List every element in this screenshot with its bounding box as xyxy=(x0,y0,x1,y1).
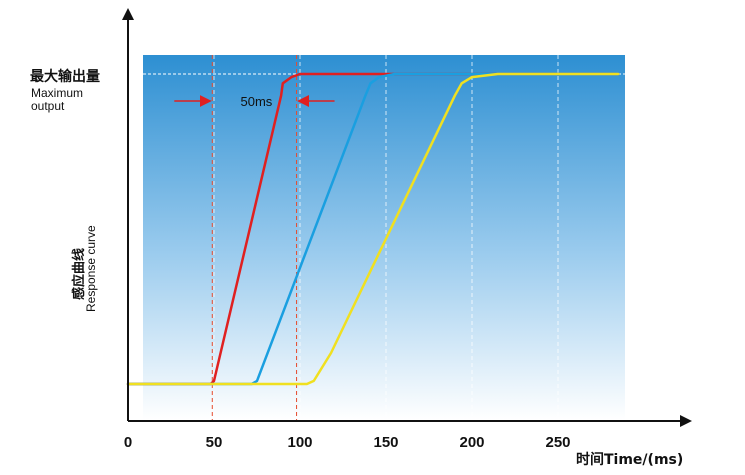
response-curves xyxy=(126,72,620,386)
plot-background xyxy=(143,55,625,420)
series-line-3 xyxy=(126,72,620,386)
duration-annotation: 50ms xyxy=(174,94,335,109)
y-top-label-zh: 最大输出量 xyxy=(30,69,100,85)
y-top-label-en: Maximum output xyxy=(31,86,84,113)
x-tick-label: 150 xyxy=(373,434,399,451)
x-tick-label: 0 xyxy=(123,434,133,451)
x-axis-label: 时间Time/(ms) xyxy=(576,452,684,468)
x-axis-arrow xyxy=(680,415,692,427)
x-tick-label: 250 xyxy=(545,434,571,451)
x-tick-label: 100 xyxy=(287,434,313,451)
reference-lines xyxy=(128,55,625,420)
y-axis-arrow xyxy=(122,8,134,20)
annotation-label: 50ms xyxy=(241,94,273,109)
x-tick-label: 200 xyxy=(459,434,485,451)
x-tick-label: 50 xyxy=(205,434,223,451)
y-axis-label-en: Response curve xyxy=(84,225,98,312)
y-axis-label: 感应曲线 Response curve xyxy=(68,176,108,356)
